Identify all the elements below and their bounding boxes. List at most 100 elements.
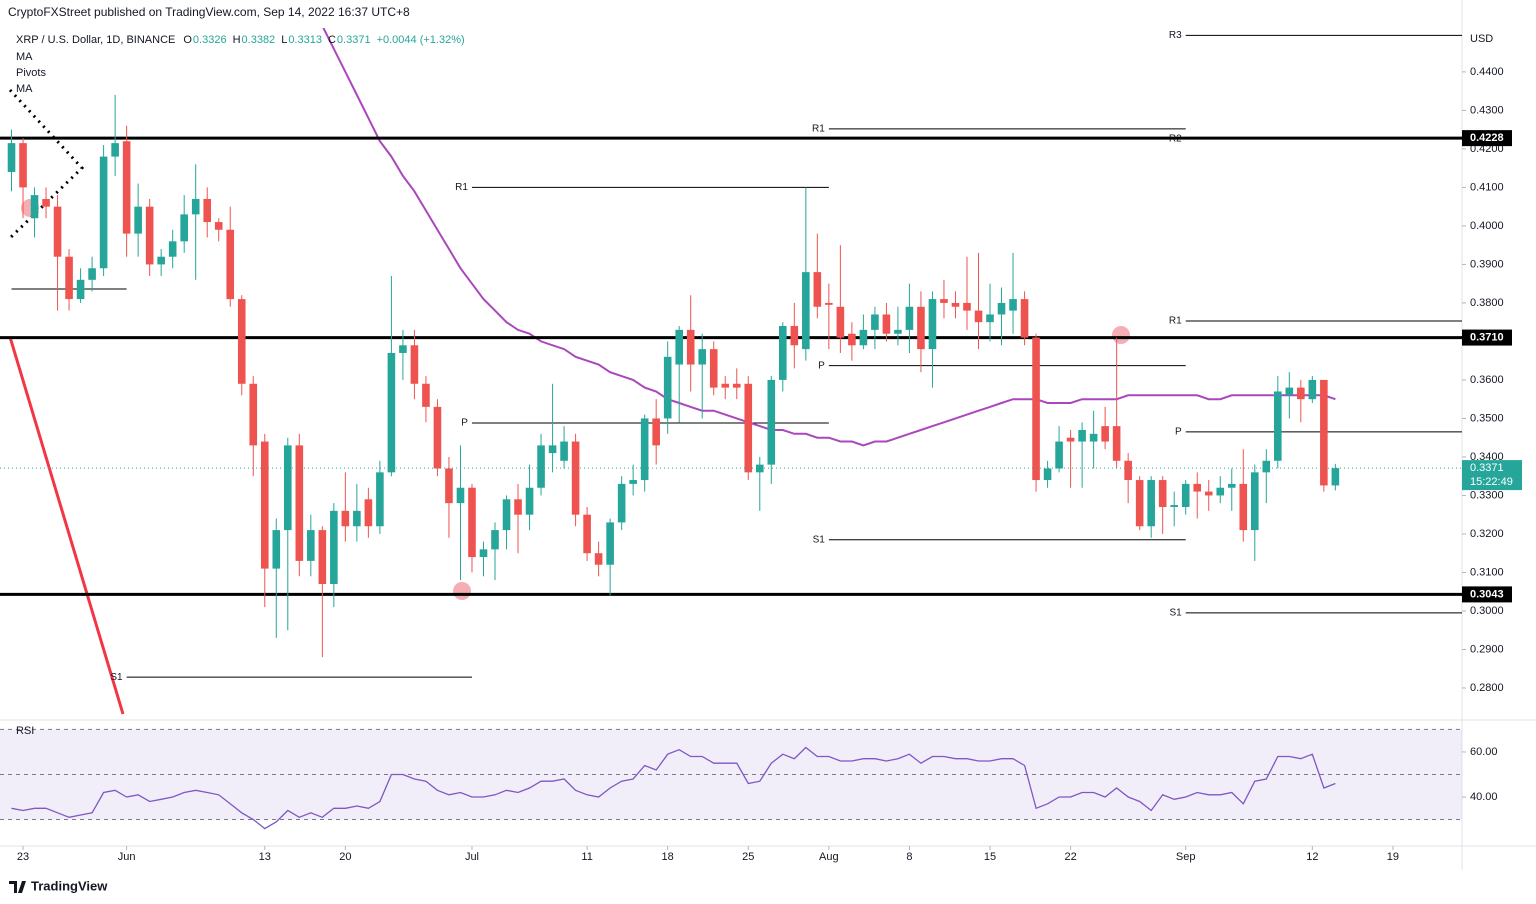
x-tick-label: 19 bbox=[1387, 851, 1399, 863]
y-tick-label: 0.4300 bbox=[1470, 104, 1504, 116]
level-box bbox=[1462, 130, 1512, 147]
rsi-tick-label: 60.00 bbox=[1470, 746, 1498, 758]
candle-body bbox=[1089, 433, 1098, 442]
pivot-label: R1 bbox=[1169, 316, 1182, 327]
candle-body bbox=[180, 214, 188, 242]
x-tick-label: 22 bbox=[1064, 851, 1076, 863]
x-tick-label: 8 bbox=[906, 851, 912, 863]
candle-body bbox=[1135, 480, 1144, 527]
candle-body bbox=[1032, 337, 1040, 481]
pivot-label: P bbox=[1175, 427, 1182, 438]
candle-body bbox=[1216, 487, 1225, 496]
candle-body bbox=[479, 549, 488, 558]
candle-body bbox=[606, 522, 614, 565]
candle-body bbox=[905, 306, 914, 330]
candle-body bbox=[848, 333, 856, 346]
candle-body bbox=[1193, 483, 1202, 492]
ohlc-value: 0.3382 bbox=[242, 34, 276, 46]
candle-body bbox=[1170, 505, 1179, 507]
y-tick-label: 0.3900 bbox=[1470, 258, 1504, 270]
candle-body bbox=[1020, 299, 1029, 338]
candle-body bbox=[1112, 426, 1121, 461]
rsi-pane bbox=[0, 728, 1462, 830]
candle-body bbox=[1181, 483, 1190, 507]
candle-body bbox=[1009, 299, 1017, 311]
candle-body bbox=[295, 445, 304, 561]
candle-body bbox=[1262, 460, 1271, 473]
rsi-name: RSI bbox=[16, 725, 34, 737]
candle-body bbox=[341, 510, 350, 527]
candle-body bbox=[214, 222, 223, 230]
candle-body bbox=[686, 329, 695, 365]
candle-body bbox=[825, 302, 833, 305]
y-tick-label: 0.3500 bbox=[1470, 412, 1504, 424]
x-tick-label: Jun bbox=[118, 851, 136, 863]
candle-body bbox=[617, 483, 626, 523]
candle-body bbox=[376, 472, 384, 527]
indicator-name: MA bbox=[16, 51, 33, 63]
candle-body bbox=[548, 445, 557, 454]
ohlc-key: C bbox=[328, 34, 336, 46]
last-price-label: 0.3371 bbox=[1470, 462, 1504, 474]
rsi-line bbox=[11, 746, 1336, 830]
candle-body bbox=[755, 464, 764, 473]
pivot-label: R3 bbox=[1169, 30, 1182, 41]
candle-body bbox=[859, 329, 868, 346]
pivot-label: R1 bbox=[812, 124, 825, 135]
candle-body bbox=[997, 302, 1006, 315]
candle-body bbox=[640, 418, 649, 481]
level-label: 0.3710 bbox=[1470, 331, 1504, 343]
candle-body bbox=[456, 487, 465, 504]
candle-body bbox=[237, 299, 246, 384]
candle-body bbox=[203, 198, 212, 223]
candle-body bbox=[514, 499, 522, 515]
candle-body bbox=[387, 352, 396, 473]
indicator-name: Pivots bbox=[16, 67, 46, 79]
candle-body bbox=[537, 445, 545, 488]
x-tick-label: Sep bbox=[1176, 851, 1196, 863]
candle-body bbox=[30, 195, 39, 219]
price-pane: S1R1PR1PS1R3R2R1PS1 bbox=[0, 28, 1462, 715]
candle-body bbox=[502, 499, 511, 531]
candle-body bbox=[399, 345, 407, 353]
ohlc-key: H bbox=[233, 34, 241, 46]
candle-body bbox=[491, 530, 499, 550]
candle-body bbox=[709, 349, 718, 388]
candle-body bbox=[1043, 468, 1052, 481]
candle-body bbox=[940, 299, 948, 303]
y-tick-label: 0.3800 bbox=[1470, 297, 1504, 309]
candle-body bbox=[560, 441, 568, 461]
candle-body bbox=[963, 302, 971, 311]
candle-body bbox=[583, 514, 591, 554]
ohlc-key: L bbox=[281, 34, 287, 46]
candle-body bbox=[1320, 379, 1328, 486]
candle-body bbox=[974, 310, 983, 323]
candle-body bbox=[744, 383, 753, 473]
candle-body bbox=[928, 299, 937, 350]
candle-body bbox=[145, 206, 154, 265]
candle-body bbox=[1101, 426, 1109, 442]
candle-body bbox=[42, 198, 50, 207]
candle-body bbox=[468, 487, 476, 558]
indicator-name: MA bbox=[16, 83, 33, 95]
candle-body bbox=[226, 229, 235, 300]
candle-body bbox=[675, 329, 683, 365]
legend: XRP / U.S. Dollar, 1D, BINANCE MA Pivots… bbox=[16, 34, 465, 95]
candle-body bbox=[157, 256, 165, 265]
candle-body bbox=[134, 206, 142, 234]
candle-body bbox=[318, 530, 327, 585]
highlight-circle bbox=[453, 582, 471, 600]
candle-body bbox=[330, 510, 338, 585]
candle-body bbox=[283, 445, 292, 531]
candle-body bbox=[249, 383, 258, 446]
candle-body bbox=[1285, 387, 1294, 396]
x-tick-label: 25 bbox=[742, 851, 754, 863]
candle-body bbox=[594, 553, 603, 565]
currency: USD bbox=[1470, 33, 1493, 45]
x-tick-label: 12 bbox=[1306, 851, 1318, 863]
candle-body bbox=[1147, 480, 1155, 527]
countdown: 15:22:49 bbox=[1470, 476, 1513, 488]
candle-body bbox=[99, 156, 108, 269]
candle-body bbox=[525, 487, 534, 515]
